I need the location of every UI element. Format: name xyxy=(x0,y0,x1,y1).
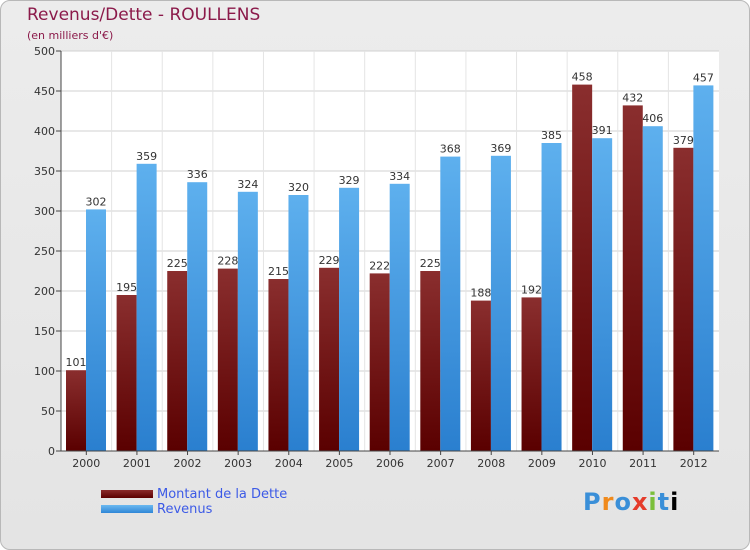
bar-revenus xyxy=(440,156,461,451)
data-label-revenus: 302 xyxy=(86,195,107,208)
data-label-revenus: 369 xyxy=(490,142,511,155)
logo-letter: o xyxy=(614,488,632,516)
x-tick-label: 2008 xyxy=(477,457,505,470)
bar-revenus xyxy=(86,209,106,451)
legend-swatch-revenus xyxy=(101,505,153,513)
data-label-dette: 215 xyxy=(268,265,289,278)
bar-dette xyxy=(268,279,289,451)
data-label-revenus: 391 xyxy=(592,124,613,137)
data-label-dette: 195 xyxy=(116,281,137,294)
bar-revenus xyxy=(187,182,208,451)
bar-dette xyxy=(167,271,188,451)
bar-dette xyxy=(369,273,390,451)
legend-label-revenus: Revenus xyxy=(157,502,213,517)
logo-letter: P xyxy=(583,488,602,516)
bar-dette xyxy=(66,370,86,451)
y-tick-label: 100 xyxy=(34,365,55,378)
data-label-revenus: 336 xyxy=(187,168,208,181)
proxiti-logo: Proxiti xyxy=(583,488,679,516)
bar-revenus xyxy=(237,191,258,452)
y-tick-label: 250 xyxy=(34,245,55,258)
y-tick-label: 50 xyxy=(41,405,55,418)
data-label-dette: 101 xyxy=(66,356,87,369)
x-tick-label: 2000 xyxy=(72,457,100,470)
y-tick-label: 400 xyxy=(34,125,55,138)
bar-revenus xyxy=(541,143,562,451)
bar-revenus xyxy=(339,187,360,452)
data-label-revenus: 385 xyxy=(541,129,562,142)
legend-label-debt: Montant de la Dette xyxy=(157,487,288,502)
bar-revenus xyxy=(490,155,511,452)
bar-dette xyxy=(673,147,694,452)
data-label-dette: 222 xyxy=(369,259,390,272)
logo-letter: r xyxy=(601,488,615,516)
data-label-revenus: 320 xyxy=(288,181,309,194)
data-label-dette: 379 xyxy=(673,134,694,147)
bar-dette xyxy=(572,84,593,451)
chart-subtitle: (en milliers d'€) xyxy=(27,29,114,42)
bar-revenus xyxy=(693,85,714,452)
x-tick-label: 2001 xyxy=(123,457,151,470)
bar-dette xyxy=(217,268,238,451)
x-tick-label: 2012 xyxy=(680,457,708,470)
data-label-revenus: 324 xyxy=(237,178,258,191)
x-tick-label: 2011 xyxy=(629,457,657,470)
bar-revenus xyxy=(592,138,613,451)
data-label-dette: 432 xyxy=(622,91,643,104)
x-tick-label: 2004 xyxy=(275,457,303,470)
bar-dette xyxy=(521,297,542,451)
x-tick-label: 2010 xyxy=(578,457,606,470)
data-label-revenus: 329 xyxy=(339,174,360,187)
data-label-dette: 225 xyxy=(420,257,441,270)
data-label-dette: 229 xyxy=(319,254,340,267)
x-tick-label: 2007 xyxy=(427,457,455,470)
bar-revenus xyxy=(389,183,410,452)
data-label-dette: 458 xyxy=(572,71,593,84)
bar-dette xyxy=(319,267,340,451)
y-tick-label: 200 xyxy=(34,285,55,298)
data-label-revenus: 359 xyxy=(136,150,157,163)
data-label-revenus: 334 xyxy=(389,170,410,183)
data-label-revenus: 368 xyxy=(440,143,461,156)
x-tick-label: 2006 xyxy=(376,457,404,470)
bar-dette xyxy=(470,300,491,451)
data-label-dette: 228 xyxy=(217,255,238,268)
y-tick-label: 150 xyxy=(34,325,55,338)
x-tick-label: 2009 xyxy=(528,457,556,470)
x-tick-label: 2005 xyxy=(325,457,353,470)
bar-dette xyxy=(420,271,441,451)
logo-letter: t xyxy=(657,488,671,516)
bar-dette xyxy=(116,295,137,451)
chart-title: Revenus/Dette - ROULLENS xyxy=(27,5,261,25)
legend-swatch-debt xyxy=(101,490,153,498)
logo-letter: i xyxy=(648,488,658,516)
y-tick-label: 500 xyxy=(34,45,55,58)
data-label-dette: 225 xyxy=(167,257,188,270)
data-label-revenus: 406 xyxy=(642,112,663,125)
data-label-revenus: 457 xyxy=(693,71,714,84)
y-tick-label: 350 xyxy=(34,165,55,178)
logo-letter: i xyxy=(670,488,680,516)
x-tick-label: 2003 xyxy=(224,457,252,470)
data-label-dette: 188 xyxy=(470,287,491,300)
bar-revenus xyxy=(642,126,663,451)
x-tick-label: 2002 xyxy=(174,457,202,470)
y-tick-label: 300 xyxy=(34,205,55,218)
bar-revenus xyxy=(136,163,157,452)
y-tick-label: 0 xyxy=(48,445,55,458)
bar-revenus xyxy=(288,195,309,451)
y-tick-label: 450 xyxy=(34,85,55,98)
bar-dette xyxy=(622,105,643,452)
logo-letter: x xyxy=(631,488,649,516)
data-label-dette: 192 xyxy=(521,283,542,296)
